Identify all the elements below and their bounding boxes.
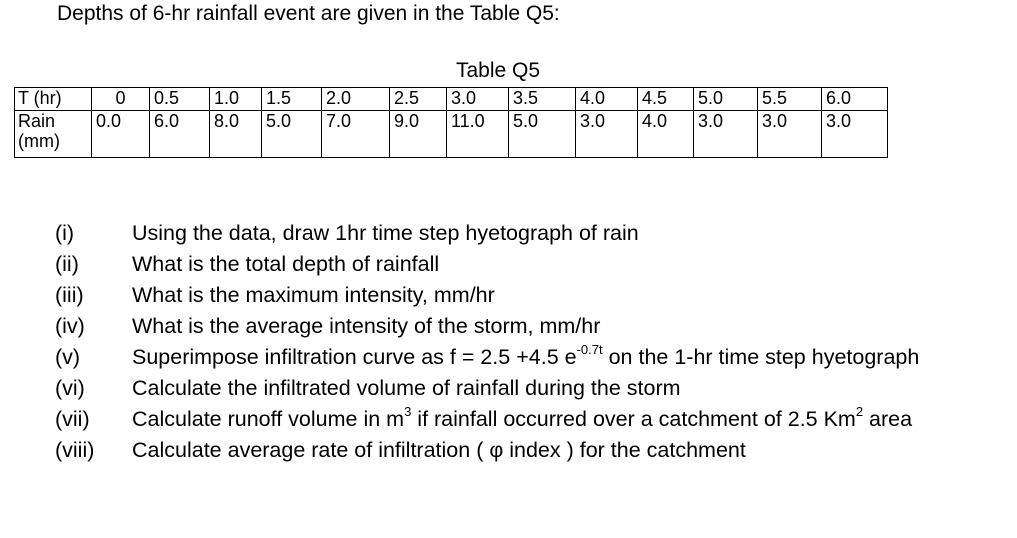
rain-cell: 3.0	[821, 110, 888, 158]
question-text-part: if rainfall occurred over a catchment of…	[411, 407, 856, 431]
rain-cell: 3.0	[693, 110, 758, 158]
question-item: (vii) Calculate runoff volume in m3 if r…	[55, 404, 942, 435]
question-item: (iv) What is the average intensity of th…	[55, 311, 942, 342]
question-text-part: area	[863, 407, 913, 431]
question-item: (v) Superimpose infiltration curve as f …	[55, 342, 942, 373]
time-cell: 1.5	[261, 87, 322, 111]
question-number: (ii)	[55, 252, 79, 276]
question-text: What is the average intensity of the sto…	[132, 314, 601, 338]
question-text: Calculate the infiltrated volume of rain…	[132, 376, 681, 400]
time-cell: 4.5	[637, 87, 694, 111]
question-text-part: Calculate runoff volume in m	[132, 407, 405, 431]
time-cell: 3.0	[446, 87, 509, 111]
table-row-rain: Rain (mm) 0.0 6.0 8.0 5.0 7.0 9.0 11.0 5…	[14, 110, 888, 158]
rain-cell: 6.0	[149, 110, 210, 158]
question-number: (iii)	[55, 283, 84, 307]
question-number: (iv)	[55, 314, 85, 338]
superscript: 2	[855, 403, 864, 419]
question-item: (viii) Calculate average rate of infiltr…	[55, 435, 942, 466]
row-header-rain: Rain (mm)	[14, 110, 92, 158]
time-cell: 5.5	[757, 87, 822, 111]
question-number: (vi)	[55, 376, 85, 400]
question-text: What is the total depth of rainfall	[132, 252, 440, 276]
question-item: (ii) What is the total depth of rainfall	[55, 249, 942, 280]
rain-cell: 5.0	[508, 110, 576, 158]
question-number: (vii)	[55, 407, 90, 431]
time-cell: 2.0	[321, 87, 390, 111]
question-text: Using the data, draw 1hr time step hyeto…	[132, 221, 639, 245]
time-cell: 4.0	[575, 87, 638, 111]
time-cell: 1.0	[209, 87, 262, 111]
question-number: (v)	[55, 345, 81, 369]
question-item: (i) Using the data, draw 1hr time step h…	[55, 218, 942, 249]
superscript: 3	[404, 403, 412, 419]
time-cell: 0	[91, 87, 150, 111]
time-cell: 6.0	[821, 87, 888, 111]
rain-cell: 7.0	[321, 110, 390, 158]
table-row-time: T (hr) 0 0.5 1.0 1.5 2.0 2.5 3.0 3.5 4.0…	[14, 87, 888, 111]
question-text: Calculate runoff volume in m3 if rainfal…	[132, 404, 942, 435]
question-text-part: on the 1-hr time step hyetograph	[602, 345, 920, 369]
table-title: Table Q5	[456, 59, 541, 82]
question-item: (vi) Calculate the infiltrated volume of…	[55, 373, 942, 404]
question-number: (viii)	[55, 438, 95, 462]
intro-text: Depths of 6-hr rainfall event are given …	[57, 2, 560, 25]
question-item: (iii) What is the maximum intensity, mm/…	[55, 280, 942, 311]
rain-cell: 0.0	[91, 110, 150, 158]
rain-cell: 5.0	[261, 110, 322, 158]
question-text: What is the maximum intensity, mm/hr	[132, 283, 495, 307]
exponent: -0.7t	[576, 341, 603, 357]
rain-cell: 8.0	[209, 110, 262, 158]
rain-cell: 4.0	[637, 110, 694, 158]
question-text: Superimpose infiltration curve as f = 2.…	[132, 342, 942, 373]
rain-cell: 3.0	[757, 110, 822, 158]
question-text: Calculate average rate of infiltration (…	[132, 438, 746, 462]
question-number: (i)	[55, 221, 75, 245]
time-cell: 3.5	[508, 87, 576, 111]
rain-cell: 9.0	[389, 110, 447, 158]
row-header-time: T (hr)	[14, 87, 92, 111]
time-cell: 2.5	[389, 87, 447, 111]
rain-cell: 11.0	[446, 110, 509, 158]
rain-cell: 3.0	[575, 110, 638, 158]
time-cell: 5.0	[693, 87, 758, 111]
rainfall-table: T (hr) 0 0.5 1.0 1.5 2.0 2.5 3.0 3.5 4.0…	[14, 87, 888, 158]
time-cell: 0.5	[149, 87, 210, 111]
question-list: (i) Using the data, draw 1hr time step h…	[55, 218, 942, 466]
question-text-part: Superimpose infiltration curve as f = 2.…	[132, 345, 577, 369]
